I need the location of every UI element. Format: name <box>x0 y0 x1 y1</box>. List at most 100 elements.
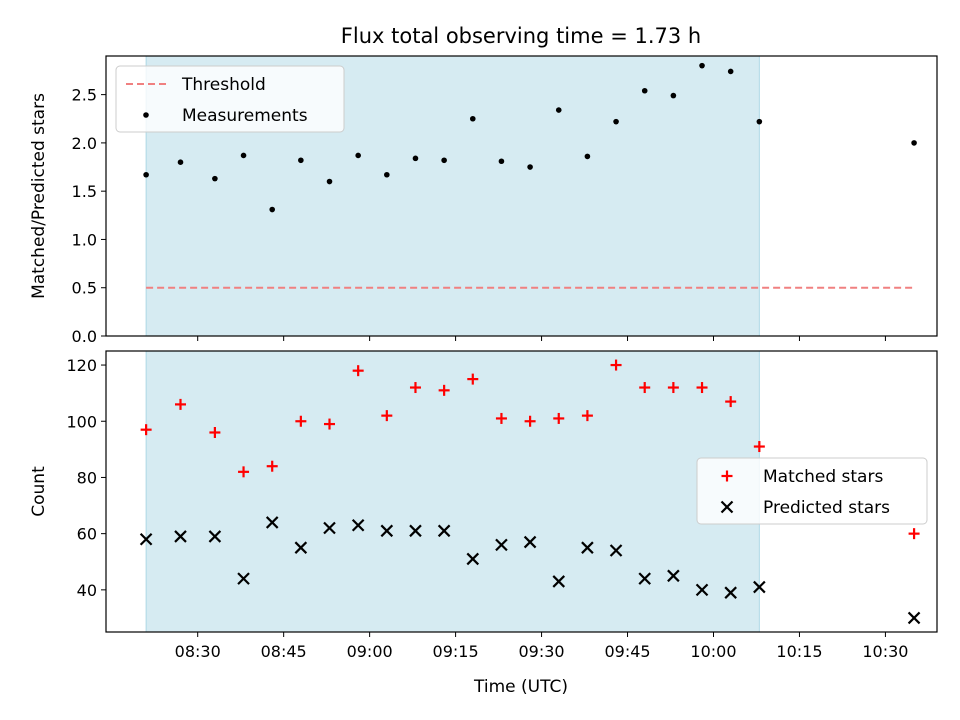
predicted-stars-point <box>323 521 336 535</box>
legend-box <box>696 457 928 525</box>
measurements-point <box>240 152 247 159</box>
measurements-point <box>441 157 447 164</box>
matched-stars-point <box>438 384 450 396</box>
y-axis-label: Count <box>29 466 49 517</box>
measurements-point <box>269 206 276 213</box>
matched-stars-point <box>610 359 622 371</box>
measurements-point <box>555 107 562 113</box>
matched-stars-point <box>753 441 765 453</box>
x-tick-label: 08:30 <box>175 642 221 661</box>
matched-stars-point <box>175 398 187 410</box>
predicted-stars-point <box>753 580 766 594</box>
y-tick-label: 40 <box>77 581 97 600</box>
measurements-point <box>177 159 184 166</box>
ratio-panel: 0.0 0.5 1.0 1.5 2.0 2.5 Matched/Predicted star… <box>29 55 938 346</box>
matched-stars-point <box>381 410 393 422</box>
predicted-stars-point <box>523 535 537 549</box>
y-tick-label: 1.5 <box>72 182 97 201</box>
legend-label: Measurements <box>182 106 308 126</box>
legend-label: Matched stars <box>763 467 883 487</box>
measurements-point <box>699 62 705 69</box>
measurements-point <box>641 87 648 94</box>
x-tick-label: 08:45 <box>261 642 307 661</box>
legend: Matched stars Predicted stars <box>696 457 928 525</box>
matched-stars-point <box>209 426 221 438</box>
legend-swatch <box>143 112 149 118</box>
x-tick-label: 09:15 <box>433 642 479 661</box>
matched-stars-point <box>295 415 307 427</box>
predicted-stars-point <box>139 532 153 546</box>
legend-label: Threshold <box>181 75 266 95</box>
x-axis-label: Time (UTC) <box>473 677 568 697</box>
x-tick-label: 10:00 <box>690 642 736 661</box>
predicted-stars-point <box>380 524 394 538</box>
matched-stars-point <box>639 382 651 394</box>
measurements-point <box>469 115 476 122</box>
y-tick-label: 100 <box>66 412 97 431</box>
x-tick-label: 10:30 <box>862 642 908 661</box>
chart-title: Flux total observing time = 1.73 h <box>341 24 701 48</box>
predicted-stars-point <box>265 516 279 529</box>
predicted-stars-point <box>907 611 921 625</box>
x-tick-label: 09:45 <box>604 642 650 661</box>
plot-frame <box>105 55 938 337</box>
matched-stars-point <box>409 382 421 394</box>
measurements-point <box>527 164 533 170</box>
measurements-point <box>727 68 734 75</box>
matched-stars-point <box>140 424 152 436</box>
measurements-point <box>670 92 677 99</box>
legend-swatch <box>721 470 733 482</box>
plot-frame <box>105 350 938 633</box>
y-tick-label: 0.0 <box>72 327 97 346</box>
predicted-stars-point <box>552 575 566 588</box>
predicted-stars-point <box>495 538 508 552</box>
y-tick-label: 2.0 <box>72 134 97 153</box>
predicted-stars-point <box>581 541 594 554</box>
measurements-point <box>143 171 149 178</box>
matched-stars-point <box>581 410 593 422</box>
predicted-stars-point <box>609 544 623 557</box>
matched-stars-point <box>524 415 536 427</box>
predicted-stars-point <box>294 541 308 554</box>
predicted-stars-point <box>208 530 222 543</box>
y-axis-label: Matched/Predicted stars <box>29 93 49 299</box>
measurements-point <box>911 140 917 146</box>
matched-stars-point <box>266 460 278 472</box>
predicted-stars-point <box>695 583 709 597</box>
y-tick-label: 2.5 <box>72 86 97 105</box>
predicted-stars-point <box>724 586 737 599</box>
y-tick-label: 120 <box>66 356 97 375</box>
x-tick-label: 09:00 <box>347 642 393 661</box>
legend-swatch <box>720 500 734 514</box>
predicted-stars-point <box>667 569 680 583</box>
measurements-point <box>355 152 361 159</box>
matched-stars-point <box>352 365 364 377</box>
measurements-point <box>756 118 763 125</box>
measurements-point <box>298 157 304 164</box>
matched-stars-point <box>324 418 336 430</box>
measurements-point <box>613 118 619 125</box>
matched-stars-point <box>553 412 565 424</box>
measurements-point <box>212 175 218 182</box>
matched-stars-point <box>238 466 250 478</box>
measurements-point <box>498 158 505 165</box>
x-tick-label: 09:30 <box>519 642 565 661</box>
observing-interval-shade <box>145 350 760 633</box>
y-tick-label: 1.0 <box>72 230 97 249</box>
y-tick-label: 80 <box>77 468 97 487</box>
matched-stars-point <box>667 382 679 394</box>
predicted-stars-point <box>351 518 365 532</box>
measurements-point <box>326 178 333 185</box>
predicted-stars-point <box>409 524 422 538</box>
matched-stars-point <box>495 412 507 424</box>
matched-stars-point <box>908 528 920 540</box>
count-panel: 40 60 80 100 120 08:30 08:45 09:00 09:15 09:30 09:… <box>29 350 938 661</box>
predicted-stars-point <box>466 552 480 566</box>
predicted-stars-point <box>174 530 187 543</box>
x-tick-label: 10:15 <box>776 642 822 661</box>
predicted-stars-point <box>638 572 651 585</box>
matched-stars-point <box>696 382 708 394</box>
measurements-point <box>584 153 591 160</box>
measurements-point <box>412 155 419 162</box>
matched-stars-point <box>467 373 479 385</box>
